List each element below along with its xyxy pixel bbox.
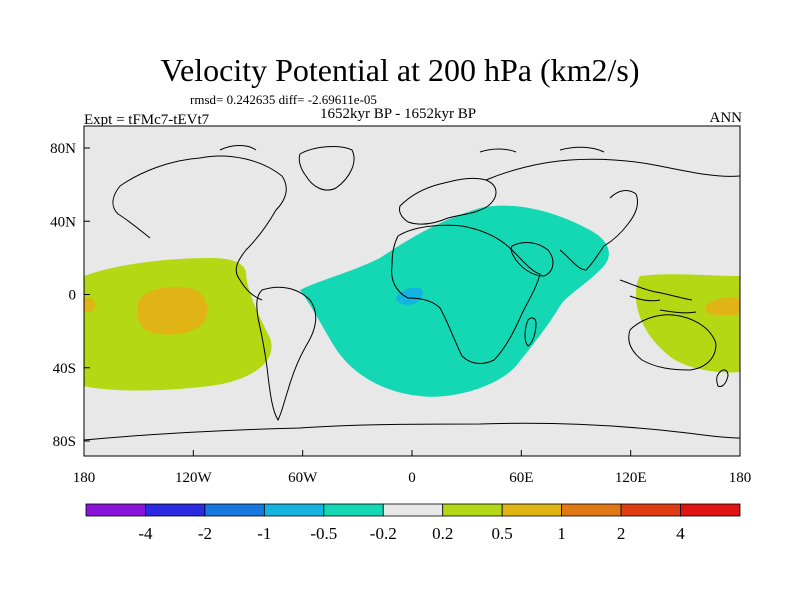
gulf-of-guinea-core [396, 287, 423, 305]
colorbar-box [204, 503, 265, 517]
colorbar-box [323, 503, 384, 517]
coast-arabia [510, 242, 554, 277]
africa-negative-region [300, 205, 609, 397]
latitude-labels: 80N 40N 0 40S 80S [50, 141, 76, 450]
colorbar-label: -4 [138, 524, 153, 543]
colorbar-box [263, 503, 325, 517]
coast-north-america [112, 155, 287, 301]
lon-tick-label: 180 [729, 470, 752, 486]
plot-title: Velocity Potential at 200 hPa (km2/s) [160, 52, 640, 88]
lon-tick-label: 0 [408, 470, 416, 486]
colorbar-label: -0.5 [310, 524, 337, 543]
colorbar-label: 2 [617, 524, 626, 543]
colorbar-box [382, 503, 444, 517]
coast-greenland [298, 146, 355, 191]
colorbar-label: 1 [557, 524, 566, 543]
coastlines [84, 145, 740, 441]
lat-tick-label: 0 [69, 288, 77, 304]
colorbar [85, 503, 741, 517]
coast-south-america [256, 286, 317, 422]
colorbar-label: -1 [257, 524, 271, 543]
coast-australia [628, 314, 717, 371]
coast-africa [391, 224, 541, 364]
colorbar-box [620, 503, 681, 517]
coast-arctic-islands [219, 145, 605, 153]
lat-tick-label: 40S [53, 361, 76, 377]
dateline-west-core-region [84, 298, 95, 312]
lon-tick-label: 60W [288, 470, 318, 486]
coast-new-zealand [716, 369, 729, 387]
period-label: 1652kyr BP - 1652kyr BP [320, 106, 477, 122]
longitude-labels: 180 120W 60W 0 60E 120E 180 [73, 470, 752, 486]
colorbar-box [501, 503, 563, 517]
west-pacific-core-region [706, 297, 740, 316]
lat-tick-label: 80S [53, 434, 76, 450]
coast-indonesia [619, 279, 697, 314]
coast-antarctica [84, 422, 740, 441]
colorbar-label: 4 [676, 524, 685, 543]
lon-tick-label: 120E [615, 470, 647, 486]
lon-tick-label: 180 [73, 470, 96, 486]
lat-tick-label: 40N [50, 214, 76, 230]
colorbar-labels: -4 -2 -1 -0.5 -0.2 0.2 0.5 1 2 4 [138, 524, 685, 543]
lat-tick-label: 80N [50, 141, 76, 157]
lon-tick-label: 120W [175, 470, 213, 486]
season-label: ANN [709, 110, 743, 126]
colorbar-label: -0.2 [370, 524, 397, 543]
lon-tick-label: 60E [509, 470, 533, 486]
colorbar-box [145, 503, 206, 517]
pacific-core-region [137, 286, 208, 335]
colorbar-box [442, 503, 503, 517]
coast-europe [399, 177, 497, 225]
colorbar-label: -2 [198, 524, 212, 543]
colorbar-box [680, 503, 741, 517]
stats-line: rmsd= 0.242635 diff= -2.69611e-05 [190, 92, 377, 107]
coast-asia [485, 158, 740, 271]
colorbar-label: 0.2 [432, 524, 453, 543]
experiment-label: Expt = tFMc7-tEVt7 [84, 112, 210, 128]
colorbar-box [85, 503, 146, 517]
axis-ticks [83, 147, 741, 456]
west-pacific-positive-region [636, 274, 740, 373]
contour-fields [84, 205, 740, 397]
coast-madagascar [524, 317, 537, 347]
colorbar-box [561, 503, 622, 517]
colorbar-label: 0.5 [492, 524, 513, 543]
